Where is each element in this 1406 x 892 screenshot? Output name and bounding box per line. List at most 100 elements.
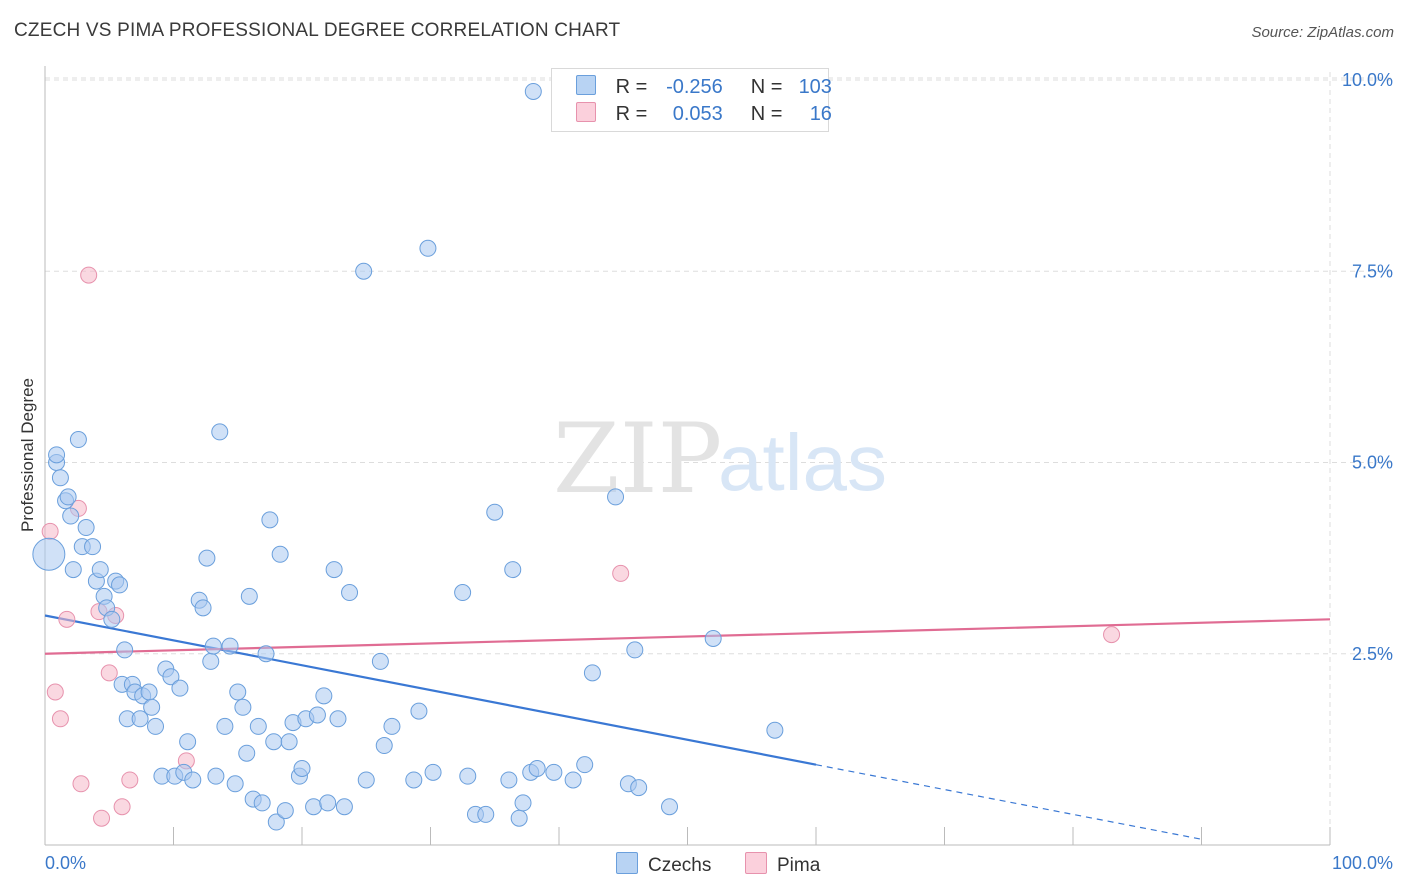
legend-item-czechs: Czechs bbox=[616, 852, 711, 877]
czech-point bbox=[305, 798, 323, 816]
czech-point bbox=[162, 668, 180, 686]
pima-point bbox=[612, 564, 630, 582]
pima-point bbox=[41, 522, 59, 540]
pima-point bbox=[51, 710, 69, 728]
watermark-zip: ZIP bbox=[553, 403, 722, 515]
pima-trendline bbox=[44, 618, 1331, 655]
czech-point bbox=[184, 771, 202, 789]
czech-point bbox=[357, 771, 375, 789]
czech-point bbox=[211, 423, 229, 441]
czech-point bbox=[276, 802, 294, 820]
czech-point bbox=[355, 262, 373, 280]
czech-point bbox=[131, 710, 149, 728]
y-tick-label: 2.5% bbox=[1352, 644, 1393, 664]
czech-point bbox=[267, 813, 285, 831]
czech-point bbox=[265, 733, 283, 751]
pima-legend-swatch bbox=[745, 852, 767, 874]
czech-point bbox=[576, 756, 594, 774]
pima-n-value: 16 bbox=[809, 103, 832, 125]
pima-point bbox=[100, 664, 118, 682]
czech-trendline-extension bbox=[815, 764, 1202, 840]
czech-point bbox=[504, 561, 522, 579]
pima-point bbox=[113, 798, 131, 816]
pima-point bbox=[72, 775, 90, 793]
pima-legend-label: Pima bbox=[777, 855, 821, 876]
pima-point bbox=[121, 771, 139, 789]
czech-point bbox=[198, 549, 216, 567]
czech-point bbox=[280, 733, 298, 751]
czech-point bbox=[207, 767, 225, 785]
czech-point bbox=[410, 702, 428, 720]
czech-point bbox=[514, 794, 532, 812]
czech-trendline bbox=[44, 614, 817, 766]
czech-point bbox=[116, 641, 134, 659]
czech-point bbox=[375, 737, 393, 755]
czech-point bbox=[48, 446, 66, 464]
czechs-legend-swatch bbox=[616, 852, 638, 874]
czech-point bbox=[257, 645, 275, 663]
czech-point bbox=[51, 469, 69, 487]
czech-point bbox=[77, 519, 95, 537]
czech-point bbox=[564, 771, 582, 789]
czech-point bbox=[147, 717, 165, 735]
czech-point bbox=[510, 809, 528, 827]
czech-point bbox=[583, 664, 601, 682]
czech-point bbox=[62, 507, 80, 525]
legend-row-pima: R = 0.053 N = 16 bbox=[576, 102, 832, 126]
axes bbox=[44, 66, 1331, 846]
czech-point bbox=[335, 798, 353, 816]
czech-point bbox=[240, 587, 258, 605]
czech-point bbox=[454, 584, 472, 602]
tick-labels: 2.5% 5.0% 7.5% 10.0% 0.0% 100.0% bbox=[45, 70, 1393, 873]
czech-point bbox=[171, 679, 189, 697]
czechs-legend-label: Czechs bbox=[648, 855, 712, 876]
czech-point bbox=[500, 771, 518, 789]
czech-point bbox=[630, 779, 648, 797]
czech-point bbox=[315, 687, 333, 705]
czech-point bbox=[704, 629, 722, 647]
pima-point bbox=[58, 610, 76, 628]
czech-point bbox=[477, 805, 495, 823]
chart-title: CZECH VS PIMA PROFESSIONAL DEGREE CORREL… bbox=[14, 20, 621, 41]
czech-point bbox=[91, 561, 109, 579]
pima-point bbox=[46, 683, 64, 701]
x-tick-label: 0.0% bbox=[45, 853, 86, 873]
czech-point bbox=[143, 698, 161, 716]
pima-point bbox=[1103, 626, 1121, 644]
czech-point bbox=[84, 538, 102, 556]
y-tick-label: 5.0% bbox=[1352, 453, 1393, 473]
czech-point bbox=[329, 710, 347, 728]
czech-point bbox=[64, 561, 82, 579]
czech-point bbox=[371, 652, 389, 670]
czech-point bbox=[32, 537, 66, 571]
czech-point bbox=[204, 637, 222, 655]
pima-swatch bbox=[576, 102, 596, 122]
czech-point bbox=[59, 488, 77, 506]
x-tick-label: 100.0% bbox=[1332, 853, 1393, 873]
czech-point bbox=[271, 545, 289, 563]
legend-item-pima: Pima bbox=[745, 852, 820, 877]
czech-point bbox=[253, 794, 271, 812]
czech-point bbox=[179, 733, 197, 751]
czech-point bbox=[238, 744, 256, 762]
czech-point bbox=[383, 717, 401, 735]
gridlines bbox=[45, 72, 1395, 845]
czech-point bbox=[234, 698, 252, 716]
pima-n-label: N = bbox=[750, 103, 783, 125]
czech-n-value: 103 bbox=[798, 76, 832, 98]
czech-point bbox=[319, 794, 337, 812]
czech-point bbox=[249, 717, 267, 735]
czech-point bbox=[140, 683, 158, 701]
pima-r-label: R = bbox=[615, 103, 648, 125]
czech-point bbox=[221, 637, 239, 655]
czech-point bbox=[524, 82, 542, 100]
czech-point bbox=[194, 599, 212, 617]
czech-point bbox=[607, 488, 625, 506]
legend-row-czechs: R = -0.256 N = 103 bbox=[576, 75, 832, 99]
trendlines bbox=[44, 614, 1331, 840]
czech-point bbox=[226, 775, 244, 793]
czech-swatch bbox=[576, 75, 596, 95]
czech-point bbox=[661, 798, 679, 816]
czech-point bbox=[424, 763, 442, 781]
